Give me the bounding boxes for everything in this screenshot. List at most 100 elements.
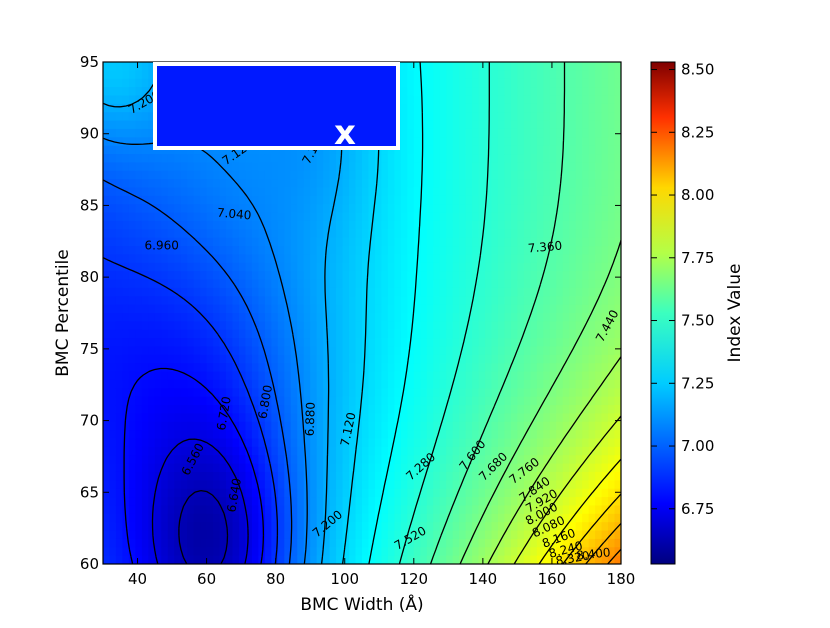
- heatmap-cell: [297, 187, 305, 197]
- heatmap-cell: [413, 70, 421, 80]
- heatmap-cell: [413, 179, 421, 189]
- heatmap-cell: [167, 488, 175, 498]
- heatmap-cell: [180, 229, 188, 239]
- close-icon[interactable]: x: [334, 113, 356, 153]
- heatmap-cell: [614, 296, 621, 306]
- heatmap-cell: [148, 87, 156, 97]
- x-tick-label: 60: [197, 570, 216, 588]
- heatmap-cell: [465, 78, 473, 88]
- heatmap-cell: [174, 363, 182, 373]
- heatmap-cell: [394, 480, 402, 490]
- heatmap-cell: [128, 522, 136, 532]
- heatmap-cell: [575, 530, 583, 540]
- heatmap-cell: [355, 488, 363, 498]
- heatmap-cell: [122, 329, 130, 339]
- heatmap-cell: [219, 179, 227, 189]
- heatmap-cell: [413, 513, 421, 523]
- heatmap-cell: [115, 497, 124, 507]
- heatmap-cell: [452, 388, 460, 398]
- heatmap-cell: [167, 522, 175, 532]
- heatmap-cell: [452, 497, 460, 507]
- heatmap-cell: [245, 547, 253, 557]
- heatmap-cell: [400, 103, 408, 113]
- heatmap-cell: [219, 329, 227, 339]
- heatmap-cell: [141, 530, 149, 540]
- heatmap-cell: [193, 187, 201, 197]
- heatmap-cell: [284, 287, 292, 297]
- heatmap-cell: [161, 212, 169, 222]
- heatmap-cell: [297, 471, 305, 481]
- heatmap-cell: [569, 413, 577, 423]
- heatmap-cell: [316, 162, 324, 172]
- heatmap-cell: [588, 538, 596, 548]
- heatmap-cell: [556, 338, 564, 348]
- heatmap-cell: [103, 287, 111, 297]
- heatmap-cell: [387, 354, 395, 364]
- heatmap-cell: [446, 346, 454, 356]
- heatmap-cell: [478, 505, 486, 515]
- heatmap-cell: [543, 137, 551, 147]
- heatmap-cell: [562, 438, 570, 448]
- heatmap-cell: [310, 220, 318, 230]
- heatmap-cell: [154, 220, 162, 230]
- heatmap-cell: [459, 446, 467, 456]
- heatmap-cell: [115, 329, 124, 339]
- heatmap-cell: [413, 95, 421, 105]
- heatmap-cell: [213, 547, 221, 557]
- heatmap-cell: [517, 405, 525, 414]
- heatmap-cell: [569, 120, 577, 130]
- heatmap-cell: [187, 480, 195, 490]
- heatmap-cell: [510, 321, 518, 331]
- heatmap-cell: [349, 530, 357, 540]
- heatmap-cell: [530, 530, 538, 540]
- heatmap-cell: [595, 446, 603, 456]
- heatmap-cell: [161, 471, 169, 481]
- heatmap-cell: [161, 446, 169, 456]
- heatmap-cell: [465, 170, 473, 180]
- heatmap-cell: [167, 145, 175, 155]
- heatmap-cell: [154, 446, 162, 456]
- heatmap-cell: [316, 304, 324, 314]
- heatmap-cell: [407, 488, 415, 498]
- heatmap-cell: [135, 530, 143, 540]
- heatmap-cell: [601, 271, 609, 281]
- heatmap-cell: [290, 321, 298, 331]
- heatmap-cell: [336, 379, 344, 389]
- heatmap-cell: [349, 421, 357, 431]
- heatmap-cell: [258, 296, 266, 306]
- heatmap-cell: [374, 229, 383, 239]
- heatmap-cell: [355, 379, 363, 389]
- heatmap-cell: [258, 195, 266, 205]
- heatmap-cell: [148, 430, 156, 440]
- heatmap-cell: [187, 430, 195, 440]
- heatmap-cell: [115, 505, 124, 515]
- heatmap-cell: [206, 229, 214, 239]
- heatmap-cell: [504, 471, 512, 481]
- heatmap-cell: [595, 237, 603, 247]
- heatmap-cell: [148, 78, 156, 88]
- heatmap-cell: [141, 455, 149, 465]
- heatmap-cell: [549, 204, 557, 214]
- heatmap-cell: [245, 396, 253, 406]
- heatmap-cell: [517, 112, 525, 122]
- heatmap-cell: [614, 354, 621, 364]
- heatmap-cell: [187, 497, 195, 507]
- heatmap-cell: [193, 430, 201, 440]
- heatmap-cell: [485, 471, 493, 481]
- heatmap-cell: [381, 145, 389, 155]
- heatmap-cell: [103, 463, 111, 473]
- heatmap-cell: [161, 262, 169, 272]
- heatmap-cell: [491, 304, 499, 314]
- heatmap-cell: [355, 463, 363, 473]
- heatmap-cell: [478, 246, 486, 256]
- heatmap-cell: [459, 455, 467, 465]
- heatmap-cell: [141, 313, 149, 322]
- heatmap-cell: [219, 438, 227, 448]
- heatmap-cell: [368, 538, 376, 548]
- heatmap-cell: [161, 220, 169, 230]
- heatmap-cell: [213, 262, 221, 272]
- heatmap-cell: [446, 229, 454, 239]
- heatmap-cell: [530, 430, 538, 440]
- heatmap-cell: [154, 488, 162, 498]
- heatmap-cell: [336, 287, 344, 297]
